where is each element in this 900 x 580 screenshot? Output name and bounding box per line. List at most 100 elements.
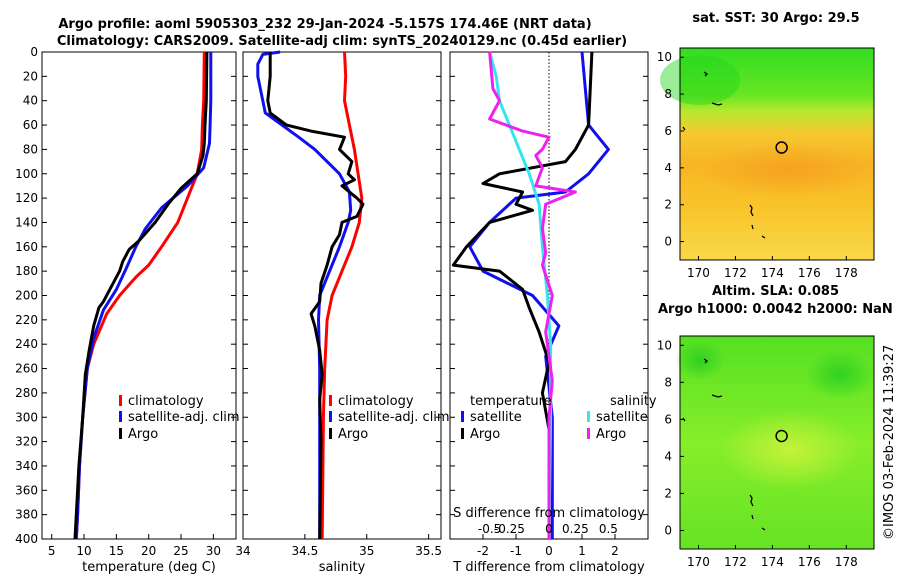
map-x-tick-label: 170 [687,555,710,569]
secondary-x-tick-label: 0.5 [599,522,618,536]
legend-swatch-argo [329,428,332,439]
difference-xlabel: T difference from climatology [452,560,645,575]
y-tick-label: 260 [15,362,38,376]
legend-swatch-t-satellite [461,411,464,422]
temperature-legend: climatology satellite-adj. clim Argo [119,394,240,442]
sla-argo-marker-group [775,429,788,443]
legend-swatch-argo [119,428,122,439]
sla-low-patch [805,350,875,400]
map-y-tick-label: 10 [657,50,672,64]
x-tick-label: -1 [510,544,522,558]
island-coastlines [682,71,766,239]
sla-map-title-line2: Argo h1000: 0.0042 h2000: NaN [658,302,893,317]
salinity-axes-frame [242,51,442,540]
temperature-plot: 5 10 15 20 25 30 [48,51,221,558]
sla-map-axes: 170 172 174 176 178 0 2 4 6 8 10 [657,338,858,569]
y-tick-label: 340 [15,459,38,473]
map-y-tick-label: 8 [664,375,672,389]
y-tick-label: 220 [15,313,38,327]
map-y-tick-label: 4 [664,449,672,463]
x-tick-label: 10 [76,544,91,558]
sst-map: 170 172 174 176 178 0 2 4 6 8 10 [657,47,880,280]
sst-argo-marker-group [775,141,788,154]
map-y-tick-label: 10 [657,338,672,352]
legend-title-temperature: temperature [470,394,552,409]
salinity-legend: climatology satellite-adj. clim Argo [329,394,450,442]
legend-satellite: satellite-adj. clim [128,410,240,425]
legend-climatology: climatology [338,394,414,409]
map-y-tick-label: 0 [664,523,672,537]
legend-swatch-satellite [119,411,122,422]
y-tick-label: 20 [23,69,38,83]
legend-swatch-climatology [119,395,122,406]
map-y-tick-label: 6 [664,124,672,138]
difference-legend: temperature salinity satellite Argo sate… [461,394,657,442]
series-argo [73,51,209,540]
y-tick-label: 200 [15,289,38,303]
copyright-stamp: ©IMOS 03-Feb-2024 11:39:27 [882,345,897,540]
y-tick-label: 120 [15,191,38,205]
secondary-x-tick-label: -0.5 [478,522,501,536]
salinity-xlabel: salinity [319,560,366,575]
y-tick-label: 40 [23,94,38,108]
difference-secondary-xlabel: S difference from climatology [453,506,645,521]
secondary-x-tick-label: 0.25 [562,522,589,536]
sst-cool-patch [660,55,740,105]
map-x-tick-label: 178 [835,266,858,280]
legend-s-argo: Argo [596,427,626,442]
x-tick-label: 5 [48,544,56,558]
legend-satellite: satellite-adj. clim [338,410,450,425]
map-y-tick-label: 6 [664,412,672,426]
sla-map-frame [679,335,875,550]
series-s-satellite [488,51,553,540]
argo-position-marker [775,141,788,154]
map-x-tick-label: 174 [761,266,784,280]
y-tick-label: 240 [15,337,38,351]
map-y-tick-label: 8 [664,87,672,101]
legend-swatch-s-satellite [587,411,590,422]
x-tick-label: 0 [545,544,553,558]
legend-argo: Argo [128,427,158,442]
temperature-xlabel: temperature (deg C) [82,560,216,575]
y-tick-label: 320 [15,435,38,449]
y-tick-label: 300 [15,410,38,424]
map-y-tick-label: 2 [664,198,672,212]
depth-axis: 0 20 40 60 80 100 120 140 160 180 200 220 240 260 280 3… [15,45,648,546]
map-x-tick-label: 172 [724,266,747,280]
x-tick-label: 25 [173,544,188,558]
y-tick-label: 400 [15,532,38,546]
legend-t-satellite: satellite [470,410,522,425]
map-x-tick-label: 174 [761,555,784,569]
x-tick-label: 15 [109,544,124,558]
legend-s-satellite: satellite [596,410,648,425]
secondary-x-tick-label: -0.25 [494,522,525,536]
map-y-tick-label: 2 [664,486,672,500]
salinity-plot: 34 34.5 35 35.5 [235,50,442,558]
y-tick-label: 140 [15,215,38,229]
legend-t-argo: Argo [470,427,500,442]
secondary-x-tick-label: 0 [545,522,553,536]
map-x-tick-label: 176 [798,266,821,280]
sla-high-patch [720,410,860,490]
map-x-tick-label: 178 [835,555,858,569]
series-s-argo [488,51,577,539]
x-tick-label: 20 [141,544,156,558]
y-tick-label: 380 [15,508,38,522]
y-tick-label: 60 [23,118,38,132]
legend-swatch-climatology [329,395,332,406]
y-tick-label: 80 [23,142,38,156]
map-y-tick-label: 0 [664,235,672,249]
map-y-tick-label: 4 [664,161,672,175]
y-tick-label: 360 [15,483,38,497]
x-tick-label: 34.5 [292,544,319,558]
sla-map: 170 172 174 176 178 0 2 4 6 8 10 [657,335,875,569]
figure-title-line1: Argo profile: aoml 5905303_232 29-Jan-20… [58,17,591,32]
y-tick-label: 160 [15,240,38,254]
argo-position-marker [775,429,788,443]
series-satellite-adj-clim [256,50,353,539]
y-tick-label: 180 [15,264,38,278]
sst-warm-core [700,142,880,198]
legend-swatch-t-argo [461,428,464,439]
x-tick-label: 30 [206,544,221,558]
